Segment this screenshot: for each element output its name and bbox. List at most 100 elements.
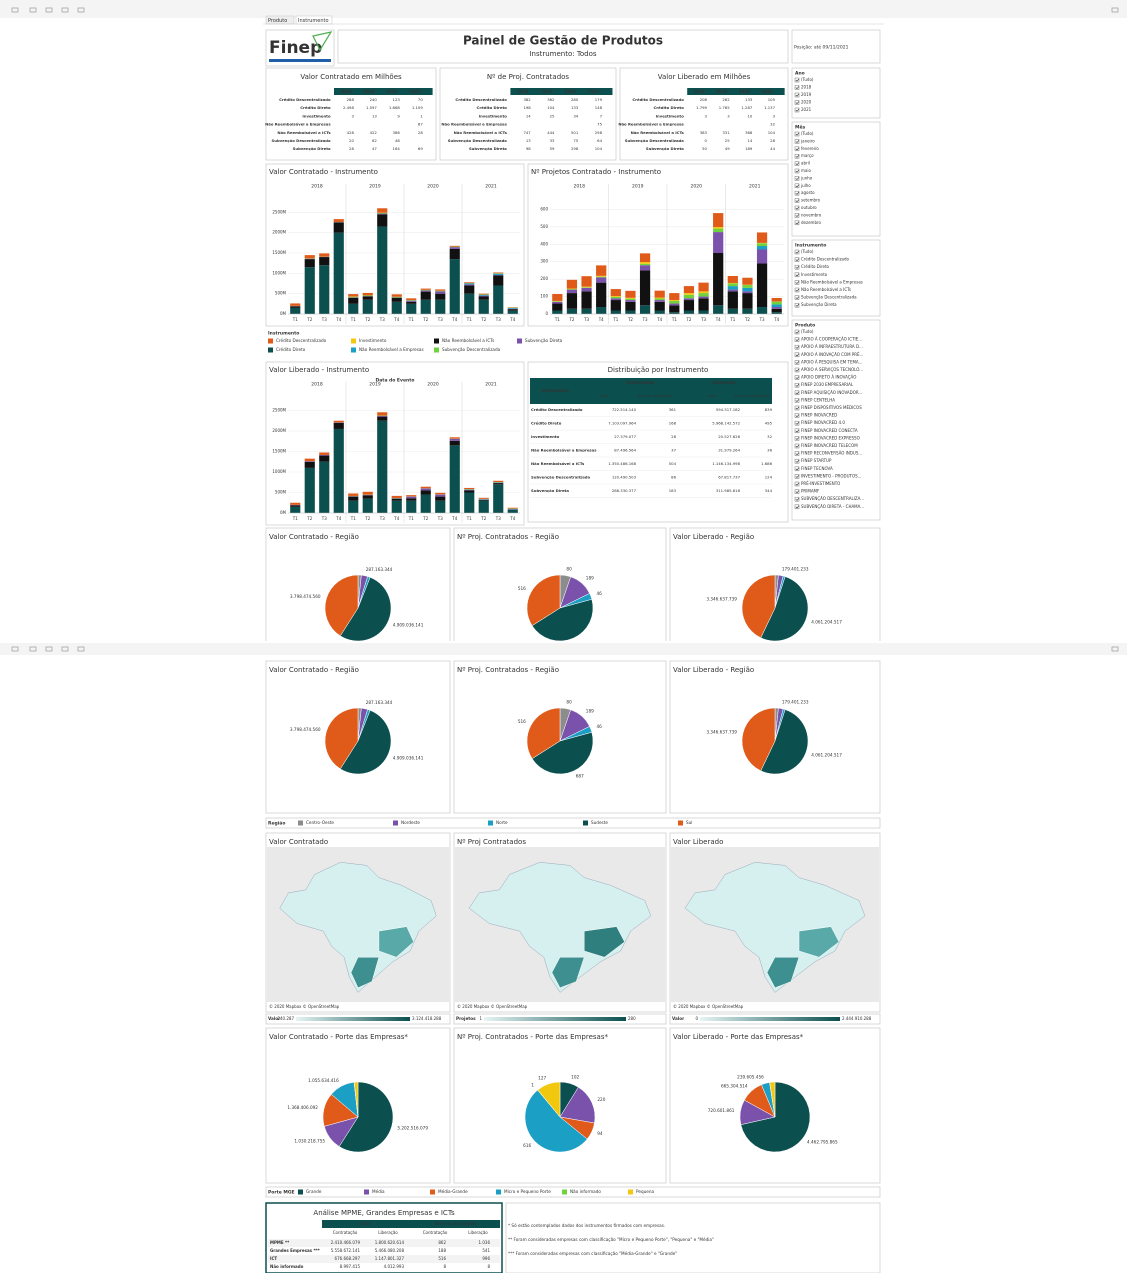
legend-max: 3.124.418.288	[412, 1016, 442, 1021]
checkbox[interactable]	[794, 77, 800, 83]
checkbox[interactable]	[794, 474, 800, 479]
checkbox[interactable]	[794, 420, 800, 426]
checkbox[interactable]	[794, 382, 800, 388]
toolbar-icon[interactable]	[11, 646, 19, 652]
x-tick-label: T1	[350, 516, 356, 521]
bar-segment	[304, 255, 315, 259]
checkbox[interactable]	[794, 280, 800, 285]
checkbox[interactable]	[794, 390, 800, 396]
checkbox[interactable]	[794, 183, 800, 189]
cell: 4.012.993	[384, 1264, 405, 1269]
checkbox[interactable]	[794, 168, 800, 174]
toolbar-icon[interactable]	[77, 646, 85, 652]
checkbox[interactable]	[794, 161, 800, 166]
row-label: Crédito Descentralizado	[632, 97, 684, 102]
checkbox[interactable]	[794, 92, 800, 98]
year-label: 2019	[369, 382, 381, 388]
checkbox[interactable]	[794, 504, 800, 510]
checkbox[interactable]	[794, 287, 800, 293]
bar-segment	[727, 276, 738, 283]
checkbox[interactable]	[794, 190, 800, 196]
cell: 48	[395, 138, 400, 143]
toolbar-icon[interactable]	[11, 7, 19, 13]
checkbox[interactable]	[794, 213, 800, 218]
checkbox[interactable]	[794, 352, 800, 358]
checkbox[interactable]	[794, 481, 800, 487]
bar-segment	[756, 243, 768, 247]
filter-option: fevereiro	[801, 146, 819, 151]
toolbar-icon[interactable]	[45, 7, 53, 13]
checkbox[interactable]	[794, 458, 800, 464]
pie-slice	[524, 1089, 588, 1153]
legend-title: Instrumento	[268, 331, 299, 337]
legend-swatch	[364, 1189, 369, 1195]
cell: 344	[765, 488, 773, 493]
toolbar-icon[interactable]	[45, 646, 53, 652]
toolbar-icon[interactable]	[61, 7, 69, 13]
checkbox[interactable]	[794, 272, 800, 278]
bar-segment	[362, 292, 373, 296]
checkbox[interactable]	[794, 205, 800, 211]
checkbox[interactable]	[794, 100, 800, 105]
checkbox[interactable]	[794, 398, 800, 403]
checkbox[interactable]	[794, 466, 800, 472]
toolbar-icon[interactable]	[1111, 646, 1119, 652]
checkbox[interactable]	[794, 146, 800, 152]
bar-segment	[713, 253, 724, 306]
checkbox[interactable]	[794, 436, 800, 441]
panel	[791, 121, 881, 237]
checkbox[interactable]	[794, 375, 800, 380]
bar-segment	[771, 308, 782, 313]
checkbox[interactable]	[794, 176, 800, 181]
checkbox[interactable]	[794, 337, 800, 342]
checkbox[interactable]	[794, 139, 800, 144]
checkbox[interactable]	[794, 496, 800, 502]
toolbar-icon[interactable]	[29, 646, 37, 652]
checkbox[interactable]	[794, 302, 800, 308]
bar-segment	[566, 279, 578, 289]
bar-segment	[610, 298, 621, 301]
toolbar-icon[interactable]	[1111, 7, 1119, 13]
cell: 1.137	[764, 105, 775, 110]
toolbar-icon[interactable]	[61, 646, 69, 652]
cell: 1.350.486.168	[608, 461, 636, 466]
cell: 311.985.616	[716, 488, 741, 493]
filter-option: FINEP INOVACRED CONECTA	[801, 428, 858, 433]
checkbox[interactable]	[794, 85, 800, 90]
year-label: 2019	[369, 184, 381, 190]
checkbox[interactable]	[794, 131, 800, 137]
cell: 495	[765, 421, 773, 426]
checkbox[interactable]	[794, 405, 800, 411]
bar-segment	[507, 310, 518, 314]
toolbar-icon[interactable]	[77, 7, 85, 13]
checkbox[interactable]	[794, 198, 800, 203]
checkbox[interactable]	[794, 329, 800, 335]
checkbox[interactable]	[794, 413, 800, 418]
checkbox[interactable]	[794, 428, 800, 434]
checkbox[interactable]	[794, 220, 800, 226]
cell: 383	[700, 130, 708, 135]
checkbox[interactable]	[794, 107, 800, 113]
checkbox[interactable]	[794, 344, 800, 350]
checkbox[interactable]	[794, 443, 800, 449]
cell: 13	[372, 113, 377, 118]
checkbox[interactable]	[794, 257, 800, 262]
checkbox[interactable]	[794, 451, 800, 456]
checkbox[interactable]	[794, 360, 800, 365]
cell: 839	[765, 407, 773, 412]
column-header: Contratação	[333, 1230, 358, 1235]
checkbox[interactable]	[794, 295, 800, 300]
checkbox[interactable]	[794, 489, 800, 494]
bar-segment	[566, 308, 578, 314]
bar-segment	[610, 289, 621, 297]
x-tick-label: T3	[642, 317, 648, 322]
pie-label: 179.401.233	[782, 567, 809, 572]
checkbox[interactable]	[794, 249, 800, 255]
checkbox[interactable]	[794, 264, 800, 270]
pie-label: 102	[571, 1075, 579, 1080]
toolbar-icon[interactable]	[29, 7, 37, 13]
checkmark	[795, 353, 800, 357]
bar-segment	[742, 285, 753, 288]
checkbox[interactable]	[794, 153, 800, 159]
checkbox[interactable]	[794, 367, 800, 373]
